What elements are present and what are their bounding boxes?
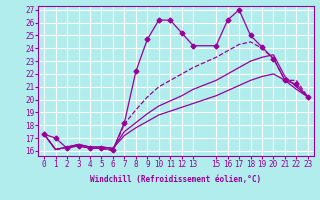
X-axis label: Windchill (Refroidissement éolien,°C): Windchill (Refroidissement éolien,°C) xyxy=(91,175,261,184)
